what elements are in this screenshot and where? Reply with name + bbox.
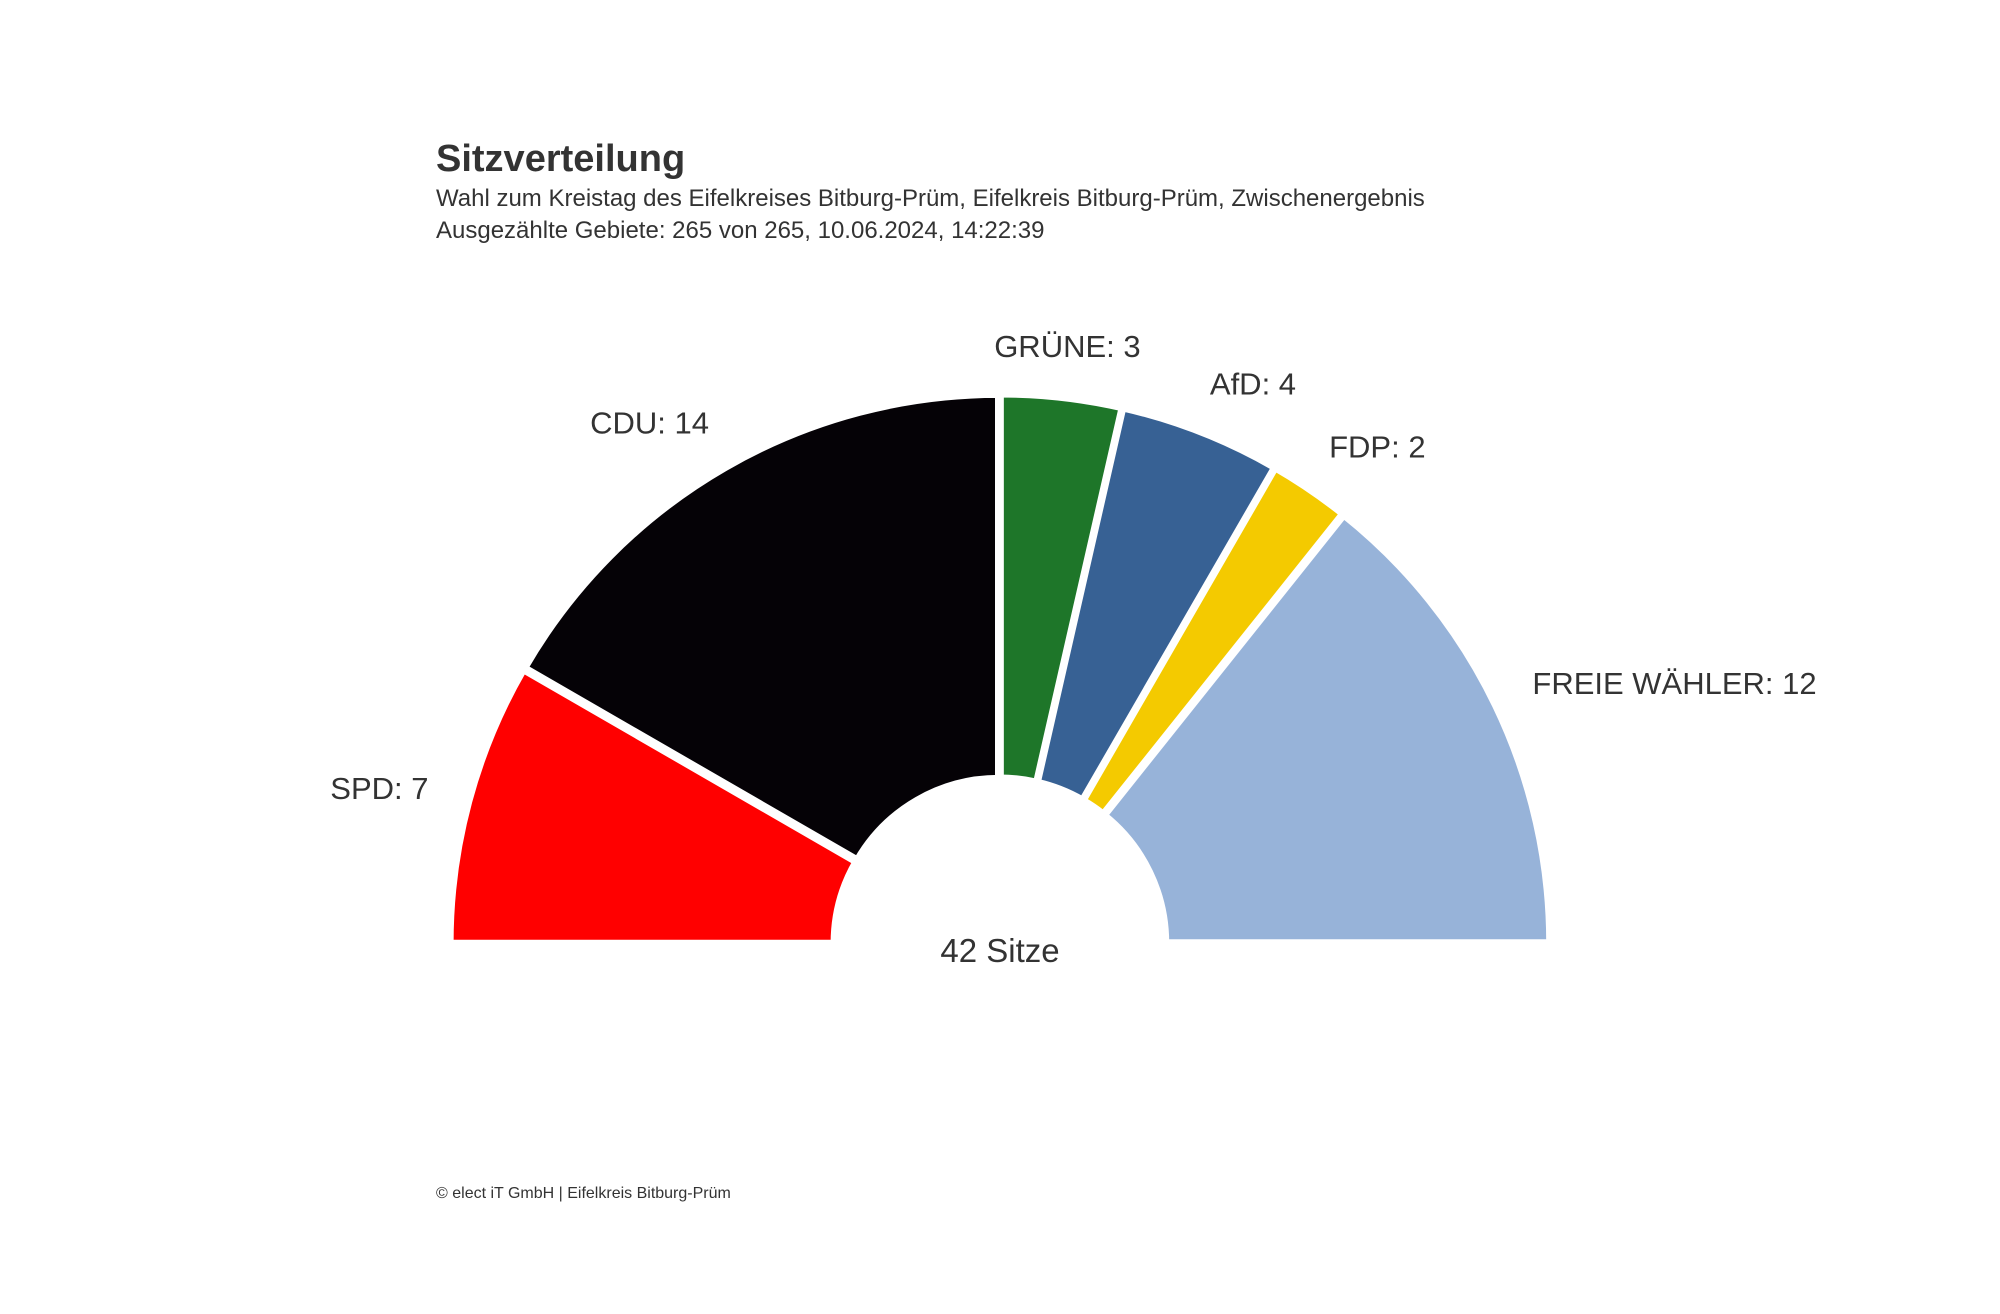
slice-label-cdu: CDU: 14 bbox=[590, 406, 709, 441]
slice-label-afd: AfD: 4 bbox=[1210, 367, 1296, 402]
chart-header: Sitzverteilung Wahl zum Kreistag des Eif… bbox=[436, 136, 1425, 246]
chart-subtitle-line-2: Ausgezählte Gebiete: 265 von 265, 10.06.… bbox=[436, 217, 1045, 244]
total-seats-label: 42 Sitze bbox=[940, 932, 1059, 969]
slice-cdu[interactable] bbox=[521, 390, 1002, 864]
chart-slice-labels: SPD: 7 CDU: 14 GRÜNE: 3 AfD: 4 FDP: 2 FREIE W… bbox=[330, 329, 1816, 806]
slice-label-freie-wähler: FREIE WÄHLER: 12 bbox=[1532, 666, 1816, 701]
chart-slices bbox=[446, 390, 1554, 947]
slice-spd[interactable] bbox=[446, 666, 860, 947]
chart-subtitle-line-1: Wahl zum Kreistag des Eifelkreises Bitbu… bbox=[436, 185, 1425, 212]
slice-label-grüne: GRÜNE: 3 bbox=[994, 329, 1140, 364]
slice-label-spd: SPD: 7 bbox=[330, 771, 428, 806]
chart-title: Sitzverteilung bbox=[436, 138, 686, 180]
chart-credits: © elect iT GmbH | Eifelkreis Bitburg-Prü… bbox=[436, 1185, 731, 1202]
slice-label-fdp: FDP: 2 bbox=[1329, 430, 1425, 465]
slice-freie-wähler[interactable] bbox=[1100, 511, 1554, 947]
